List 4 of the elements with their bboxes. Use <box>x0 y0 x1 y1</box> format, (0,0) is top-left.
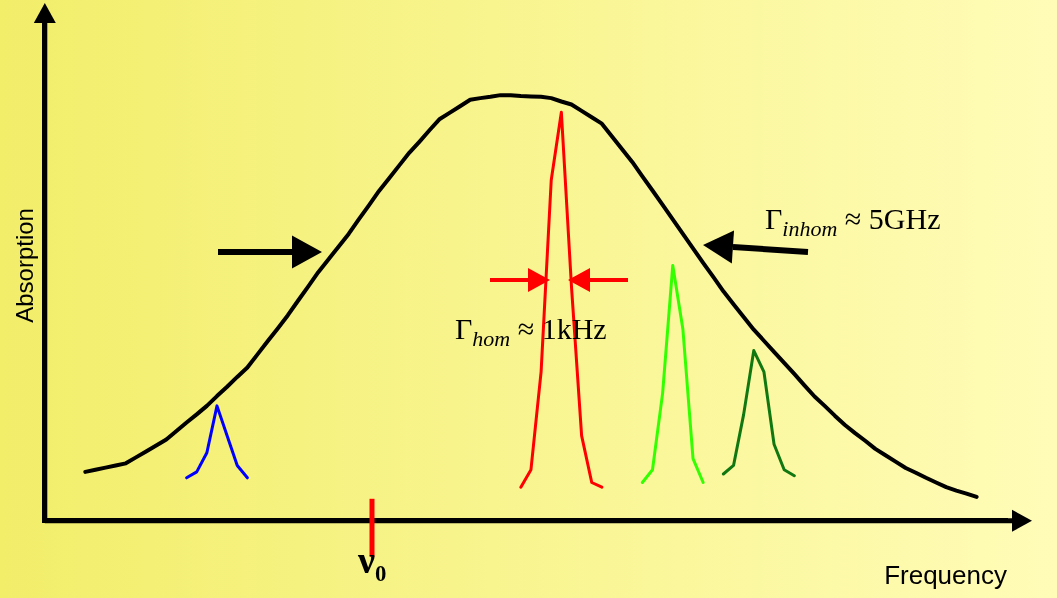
x-axis-title: Frequency <box>884 559 1007 590</box>
y-axis-title: Absorption <box>11 208 39 323</box>
text: ν₀ <box>358 539 387 582</box>
annotation: Γ$_{inhom}$ ≈ 5GHz <box>765 202 941 242</box>
